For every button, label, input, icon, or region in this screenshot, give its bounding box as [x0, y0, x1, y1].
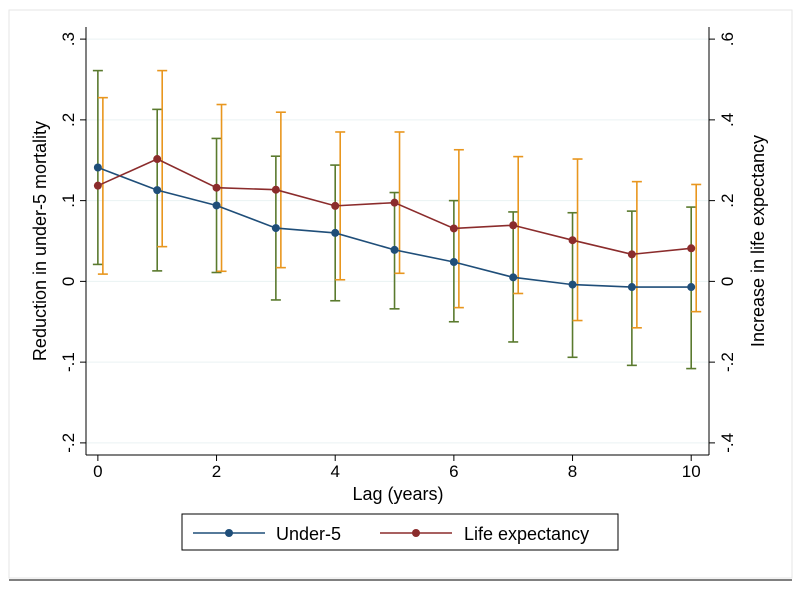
- life-expectancy-ci-7: [513, 155, 524, 295]
- x-axis-title: Lag (years): [352, 484, 443, 504]
- right-tick-label-1: -.2: [718, 352, 737, 372]
- under-5-point-8: [568, 280, 577, 289]
- life-expectancy-point-5: [390, 198, 399, 207]
- life-expectancy-point-0: [93, 181, 102, 190]
- life-expectancy-ci-1: [157, 69, 168, 248]
- legend-under5-marker: [225, 529, 233, 537]
- under-5-point-0: [93, 163, 102, 172]
- under-5-point-6: [449, 257, 458, 266]
- life-expectancy-point-1: [153, 155, 162, 164]
- life-expectancy-point-4: [331, 201, 340, 210]
- under-5-point-9: [627, 283, 636, 292]
- left-tick-label-1: -.1: [59, 352, 78, 372]
- left-tick-label-2: 0: [59, 277, 78, 286]
- under-5-point-3: [271, 224, 280, 233]
- legend-box: [181, 513, 619, 551]
- legend-life-expectancy-marker: [412, 529, 420, 537]
- life-expectancy-ci-9: [631, 180, 642, 329]
- under-5-point-2: [212, 201, 221, 210]
- left-axis-title: Reduction in under-5 mortality: [30, 121, 50, 361]
- life-expectancy-ci-0: [97, 96, 108, 275]
- life-expectancy-point-8: [568, 236, 577, 245]
- life-expectancy-point-10: [687, 244, 696, 253]
- left-tick-label-0: -.2: [59, 433, 78, 453]
- under-5-point-7: [509, 273, 518, 282]
- tick-labels: -.2 -.1 0 .1 .2 .3 -.4 -.2 0 .2 .4 .6 0 2 4 6 8 10: [59, 32, 737, 481]
- life-expectancy-ci-5: [394, 131, 405, 275]
- life-expectancy-point-7: [509, 221, 518, 230]
- life-expectancy-ci-3: [275, 111, 286, 269]
- x-tick-label-4: 8: [568, 462, 577, 481]
- x-tick-label-2: 4: [330, 462, 339, 481]
- right-tick-label-2: 0: [718, 277, 737, 286]
- life-expectancy-ci-10: [691, 183, 702, 313]
- left-tick-label-5: .3: [59, 32, 78, 46]
- x-tick-label-5: 10: [682, 462, 701, 481]
- right-tick-label-4: .4: [718, 113, 737, 127]
- under-5-point-5: [390, 245, 399, 254]
- right-tick-label-0: -.4: [718, 433, 737, 453]
- life-expectancy-point-2: [212, 183, 221, 192]
- legend-life-expectancy-label: Life expectancy: [464, 524, 589, 544]
- left-tick-label-3: .1: [59, 194, 78, 208]
- life-expectancy-ci-8: [572, 158, 583, 322]
- life-expectancy-point-9: [627, 250, 636, 259]
- gridlines: [86, 38, 709, 444]
- legend-under5-label: Under-5: [276, 524, 341, 544]
- under-5-point-4: [331, 228, 340, 237]
- right-tick-label-5: .6: [718, 32, 737, 46]
- plot-area: [86, 27, 709, 455]
- under-5-point-10: [687, 283, 696, 292]
- left-tick-label-4: .2: [59, 113, 78, 127]
- life-expectancy-point-6: [449, 224, 458, 233]
- x-tick-label-0: 0: [93, 462, 102, 481]
- series-points: [93, 155, 696, 292]
- x-tick-label-1: 2: [212, 462, 221, 481]
- axes: [80, 27, 715, 461]
- under-5-point-1: [153, 186, 162, 195]
- right-tick-label-3: .2: [718, 194, 737, 208]
- x-tick-label-3: 6: [449, 462, 458, 481]
- life-expectancy-point-3: [271, 185, 280, 194]
- right-axis-title: Increase in life expectancy: [748, 135, 768, 347]
- legend: Under-5 Life expectancy: [181, 513, 619, 551]
